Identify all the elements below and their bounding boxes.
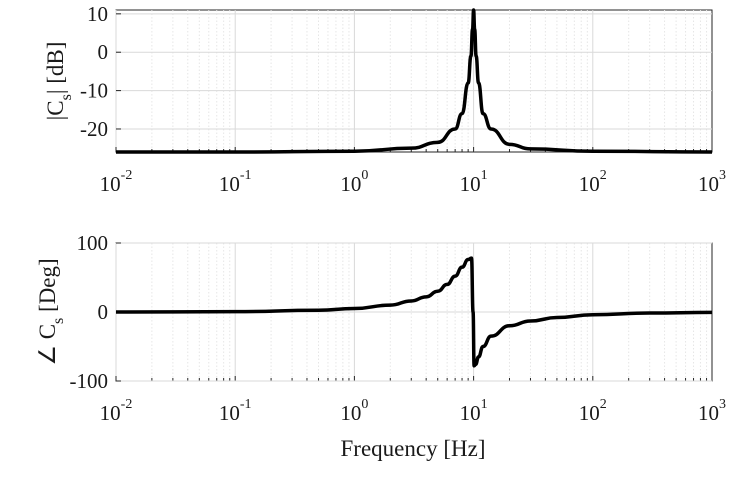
x-tick-label: 102 — [579, 168, 607, 196]
magnitude-series-line — [115, 8, 713, 154]
phase-y-axis-label: ∠ Cs [Deg] — [35, 258, 67, 365]
magnitude-axes-box — [115, 9, 713, 153]
x-tick-label: 100 — [340, 168, 368, 196]
x-tick-label: 101 — [460, 397, 488, 425]
magnitude-x-tick-labels: 10-2 10-1 100 101 102 103 — [100, 168, 726, 196]
phase-plot: 100 0 -100 10-2 10-1 100 101 102 103 ∠ Cs [Deg]… — [35, 231, 726, 461]
x-tick-label: 10-1 — [219, 168, 252, 196]
y-tick-label: 0 — [98, 40, 109, 64]
x-tick-label: 100 — [340, 397, 368, 425]
x-tick-label: 103 — [698, 397, 726, 425]
phase-grid — [115, 242, 712, 382]
phase-y-tick-labels: 100 0 -100 — [70, 231, 109, 393]
y-tick-label: -100 — [70, 369, 109, 393]
y-tick-label: -20 — [80, 117, 108, 141]
y-tick-label: 0 — [98, 300, 109, 324]
magnitude-y-axis-label: |Cs| [dB] — [43, 42, 75, 121]
phase-x-tick-labels: 10-2 10-1 100 101 102 103 — [100, 397, 726, 425]
x-axis-label: Frequency [Hz] — [341, 436, 486, 461]
magnitude-y-tick-labels: 10 0 -10 -20 — [80, 2, 108, 141]
x-tick-label: 102 — [579, 397, 607, 425]
y-tick-label: 10 — [87, 2, 108, 26]
y-tick-label: 100 — [77, 231, 109, 255]
magnitude-plot: 100-10-20 10-2 10-1 100 101 102 103 |Cs| [dB] — [43, 2, 726, 196]
x-tick-label: 10-2 — [100, 397, 133, 425]
phase-series-line — [115, 256, 713, 368]
magnitude-grid — [115, 10, 712, 152]
x-tick-label: 103 — [698, 168, 726, 196]
y-tick-label: -10 — [80, 79, 108, 103]
x-tick-label: 101 — [460, 168, 488, 196]
x-tick-label: 10-2 — [100, 168, 133, 196]
x-tick-label: 10-1 — [219, 397, 252, 425]
